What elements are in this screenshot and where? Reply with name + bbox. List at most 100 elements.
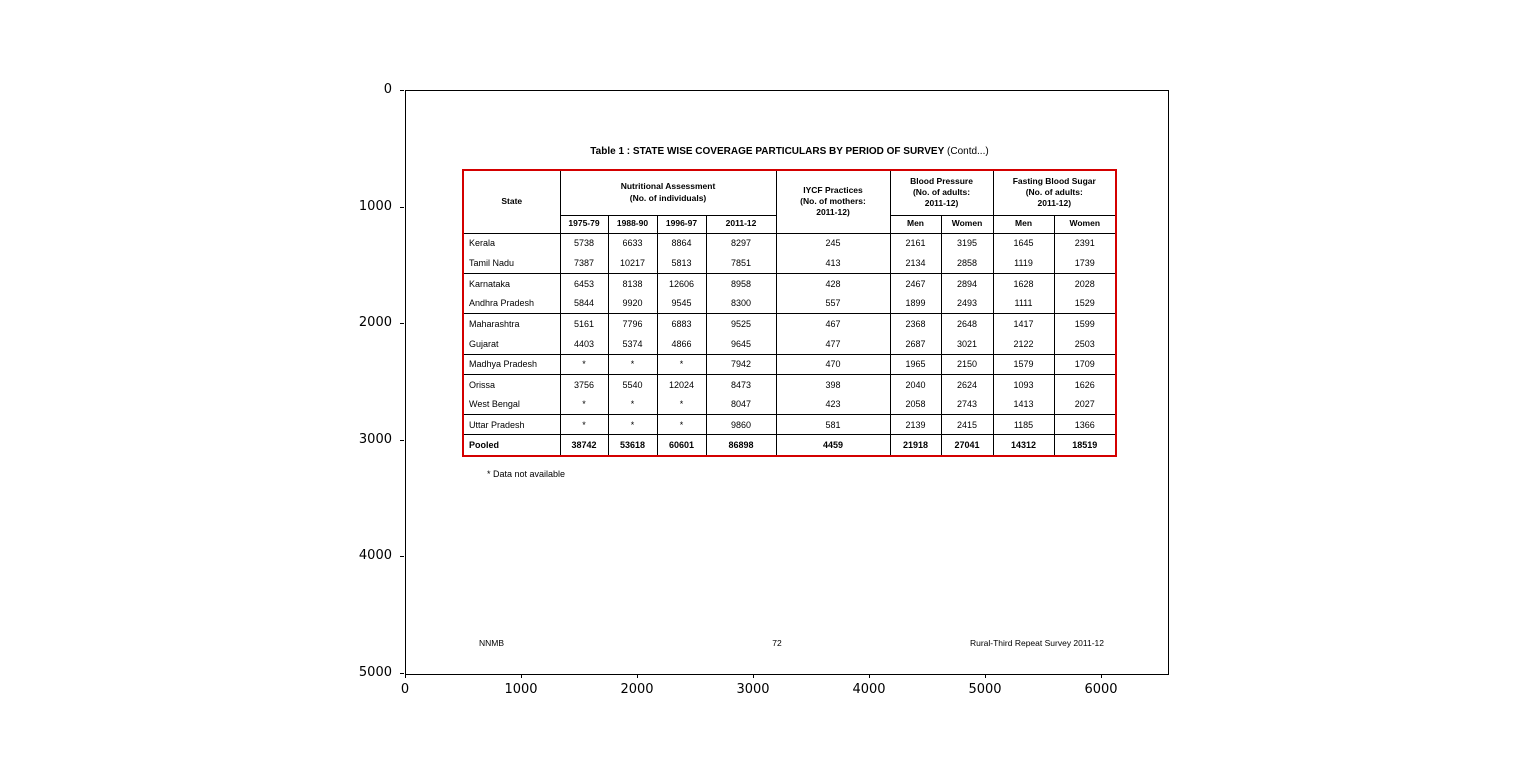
x-tick-mark (1101, 674, 1102, 678)
value-cell: 3195 (940, 233, 994, 254)
value-cell: 12606 (656, 273, 706, 294)
value-cell: 1413 (992, 394, 1055, 416)
value-cell: * (656, 414, 706, 436)
state-cell: Madhya Pradesh (464, 354, 560, 375)
fbs-header-line1: Fasting Blood Sugar (1012, 175, 1096, 186)
col-header-fbs-women: Women (1053, 215, 1116, 234)
value-cell: * (559, 414, 608, 436)
value-cell: 8958 (705, 273, 776, 294)
bp-header-line1: Blood Pressure (910, 175, 973, 186)
value-cell: 1709 (1053, 354, 1116, 375)
value-cell: 4459 (775, 434, 890, 455)
value-cell: 7851 (705, 253, 776, 274)
col-header-year-1996-97: 1996-97 (656, 215, 706, 234)
value-cell: 8047 (705, 394, 776, 416)
value-cell: 38742 (559, 434, 608, 455)
value-cell: 2391 (1053, 233, 1116, 254)
x-tick-mark (521, 674, 522, 678)
value-cell: 4866 (656, 333, 706, 355)
x-tick-label: 6000 (1084, 682, 1118, 697)
value-cell: 2858 (940, 253, 994, 274)
col-header-year-1975-79: 1975-79 (559, 215, 608, 234)
value-cell: 9920 (607, 293, 657, 315)
col-header-fasting-blood-sugar: Fasting Blood Sugar (No. of adults: 2011… (992, 171, 1116, 216)
table-row: Karnataka 6453 8138 12606 8958 428 2467 2894 162… (464, 273, 1116, 294)
state-cell: Maharashtra (469, 319, 520, 330)
value-cell: 2415 (940, 414, 994, 436)
y-tick-mark (400, 673, 404, 674)
value-cell: 1965 (889, 354, 941, 375)
value-cell: 1529 (1053, 293, 1116, 315)
value-cell: 1185 (992, 414, 1055, 436)
value-cell: 2139 (889, 414, 941, 436)
value-cell: 398 (775, 374, 890, 395)
x-tick-label: 0 (400, 682, 410, 697)
table-row: West Bengal * * * 8047 423 2058 2743 1413 2027 (464, 394, 1116, 416)
x-tick-label: 2000 (620, 682, 654, 697)
table-row: Uttar Pradesh * * * 9860 581 2139 2415 1185 1366 (464, 414, 1116, 436)
value-cell: 8138 (607, 273, 657, 294)
value-cell: 2624 (940, 374, 994, 395)
state-cell: Karnataka (469, 278, 511, 289)
y-tick-mark (400, 207, 404, 208)
table-row: Kerala 5738 6633 8864 8297 245 2161 3195 1645 239… (464, 233, 1116, 254)
value-cell: 9645 (705, 333, 776, 355)
y-tick-label: 3000 (358, 432, 392, 447)
value-cell: 2648 (940, 313, 994, 334)
value-cell: * (607, 354, 657, 375)
table-row: Madhya Pradesh * * * 7942 470 1965 2150 1579 1709 (464, 354, 1116, 375)
value-cell: 2467 (889, 273, 941, 294)
x-tick-label: 5000 (968, 682, 1002, 697)
state-cell: Uttar Pradesh (464, 414, 560, 436)
x-tick-mark (753, 674, 754, 678)
value-cell: 6453 (559, 273, 608, 294)
y-tick-label: 2000 (358, 315, 392, 330)
value-cell: 1628 (992, 273, 1055, 294)
value-cell: 7796 (607, 313, 657, 334)
value-cell: 5540 (607, 374, 657, 395)
value-cell: 428 (775, 273, 890, 294)
value-cell: 21918 (889, 434, 941, 455)
col-header-nutrition: Nutritional Assessment (No. of individua… (559, 171, 776, 216)
value-cell: * (656, 394, 706, 416)
value-cell: 2368 (889, 313, 941, 334)
table-title-suffix: (Contd...) (947, 146, 989, 157)
value-cell: 9525 (705, 313, 776, 334)
value-cell: * (656, 354, 706, 375)
col-header-state: State (464, 171, 560, 234)
table-row: Pooled 38742 53618 60601 86898 4459 21918 27041… (464, 434, 1116, 455)
value-cell: 86898 (705, 434, 776, 455)
x-tick-label: 4000 (852, 682, 886, 697)
value-cell: 1899 (889, 293, 941, 315)
y-tick-label: 4000 (358, 548, 392, 563)
x-tick-mark (637, 674, 638, 678)
y-tick-mark (400, 440, 404, 441)
table-row: Orissa 3756 5540 12024 8473 398 2040 2624 1093 16… (464, 374, 1116, 395)
value-cell: 8864 (656, 233, 706, 254)
value-cell: 8473 (705, 374, 776, 395)
y-tick-label: 0 (383, 82, 392, 97)
state-cell: Andhra Pradesh (464, 293, 560, 315)
iycf-header-line1: IYCF Practices (803, 184, 863, 195)
value-cell: 4403 (559, 333, 608, 355)
col-header-blood-pressure: Blood Pressure (No. of adults: 2011-12) (889, 171, 994, 216)
value-cell: 3756 (559, 374, 608, 395)
value-cell: 12024 (656, 374, 706, 395)
table-row: Maharashtra 5161 7796 6883 9525 467 2368 2648 14… (464, 313, 1116, 334)
value-cell: 14312 (992, 434, 1055, 455)
state-cell: Kerala (469, 238, 496, 249)
value-cell: 2161 (889, 233, 941, 254)
y-tick-label: 5000 (358, 665, 392, 680)
bp-header-line2: (No. of adults: (912, 187, 971, 198)
col-header-bp-women: Women (940, 215, 994, 234)
col-header-fbs-men: Men (992, 215, 1055, 234)
value-cell: 2894 (940, 273, 994, 294)
value-cell: * (607, 414, 657, 436)
value-cell: 1739 (1053, 253, 1116, 274)
table-row: Andhra Pradesh 5844 9920 9545 8300 557 1899 249… (464, 293, 1116, 315)
value-cell: 60601 (656, 434, 706, 455)
y-tick-mark (400, 323, 404, 324)
table-body: Kerala 5738 6633 8864 8297 245 2161 3195 1645 239… (464, 233, 1116, 455)
state-cell: Orissa (469, 379, 496, 390)
iycf-header-line3: 2011-12) (816, 207, 850, 218)
